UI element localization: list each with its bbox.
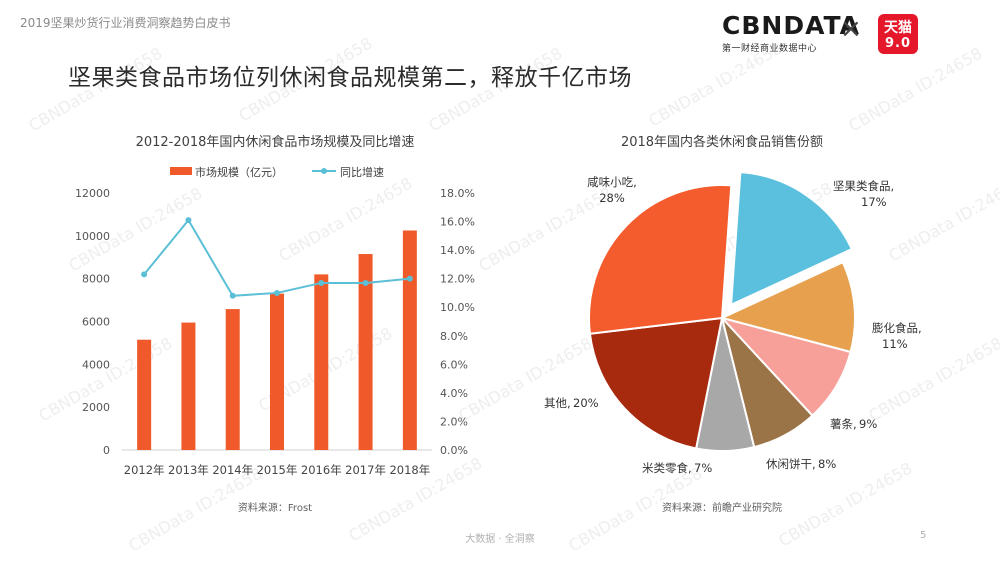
- page-number: 5: [920, 530, 927, 541]
- tmall-logo-text: 天猫: [884, 20, 912, 36]
- market-size-bar: [314, 274, 329, 450]
- x-axis-tick-label: 2013年: [168, 463, 209, 477]
- legend-line-marker: [321, 168, 327, 174]
- y-axis-tick-label: 0: [103, 444, 110, 457]
- cbndata-logo: CBNDATA 第一财经商业数据中心: [722, 11, 860, 56]
- y2-axis-tick-label: 4.0%: [440, 387, 468, 400]
- legend-bar-swatch: [170, 167, 192, 175]
- legend-bar-label: 市场规模（亿元）: [195, 165, 283, 179]
- growth-rate-point: [318, 279, 325, 286]
- y-axis-tick-label: 6000: [82, 316, 110, 329]
- growth-rate-point: [274, 289, 280, 296]
- x-axis-tick-label: 2015年: [257, 463, 298, 477]
- market-size-bar: [270, 293, 284, 450]
- market-size-bar: [358, 254, 373, 450]
- growth-rate-point: [141, 271, 148, 278]
- tmall-logo: 天猫 9.0: [878, 14, 918, 54]
- footer-tagline: 大数据 · 全洞察: [465, 534, 535, 545]
- y-axis-tick-label: 10000: [75, 230, 110, 243]
- growth-rate-point: [406, 275, 413, 282]
- market-size-bar: [137, 339, 152, 450]
- y-axis-tick-label: 4000: [82, 358, 110, 371]
- y-axis-tick-label: 12000: [75, 187, 110, 200]
- y2-axis-tick-label: 6.0%: [440, 358, 468, 371]
- report-title: 2019坚果炒货行业消费洞察趋势白皮书: [20, 16, 231, 30]
- x-axis-tick-label: 2016年: [301, 463, 342, 477]
- x-axis-tick-label: 2014年: [212, 463, 253, 477]
- market-size-bar: [181, 322, 196, 450]
- brand-name: CBNDATA: [722, 11, 860, 40]
- y2-axis-tick-label: 8.0%: [440, 330, 468, 343]
- market-size-bar: [225, 309, 240, 450]
- y2-axis-tick-label: 10.0%: [440, 301, 475, 314]
- y2-axis-tick-label: 2.0%: [440, 415, 468, 428]
- tmall-logo-number: 9.0: [884, 36, 912, 51]
- y2-axis-tick-label: 0.0%: [440, 444, 468, 457]
- growth-rate-point: [229, 292, 236, 299]
- legend-line-label: 同比增速: [340, 165, 384, 179]
- growth-rate-point: [362, 279, 369, 286]
- brand-separator: ×: [840, 14, 862, 44]
- growth-rate-point: [185, 217, 192, 224]
- x-axis-tick-label: 2018年: [389, 463, 430, 477]
- y2-axis-tick-label: 12.0%: [440, 273, 475, 286]
- bar-chart-legend: 市场规模（亿元） 同比增速: [170, 165, 384, 179]
- brand-tagline: 第一财经商业数据中心: [722, 44, 818, 54]
- y2-axis-tick-label: 16.0%: [440, 216, 475, 229]
- x-axis-tick-label: 2012年: [124, 463, 165, 477]
- bar-chart-title: 2012-2018年国内休闲食品市场规模及同比增速: [136, 134, 415, 150]
- y2-axis-tick-label: 18.0%: [440, 187, 475, 200]
- market-size-bar: [402, 230, 417, 450]
- y-axis-tick-label: 2000: [82, 401, 110, 414]
- y2-axis-tick-label: 14.0%: [440, 244, 475, 257]
- bar-chart-source: 资料来源：Frost: [238, 501, 312, 514]
- y-axis-tick-label: 8000: [82, 273, 110, 286]
- x-axis-tick-label: 2017年: [345, 463, 386, 477]
- page-headline: 坚果类食品市场位列休闲食品规模第二，释放千亿市场: [68, 65, 632, 91]
